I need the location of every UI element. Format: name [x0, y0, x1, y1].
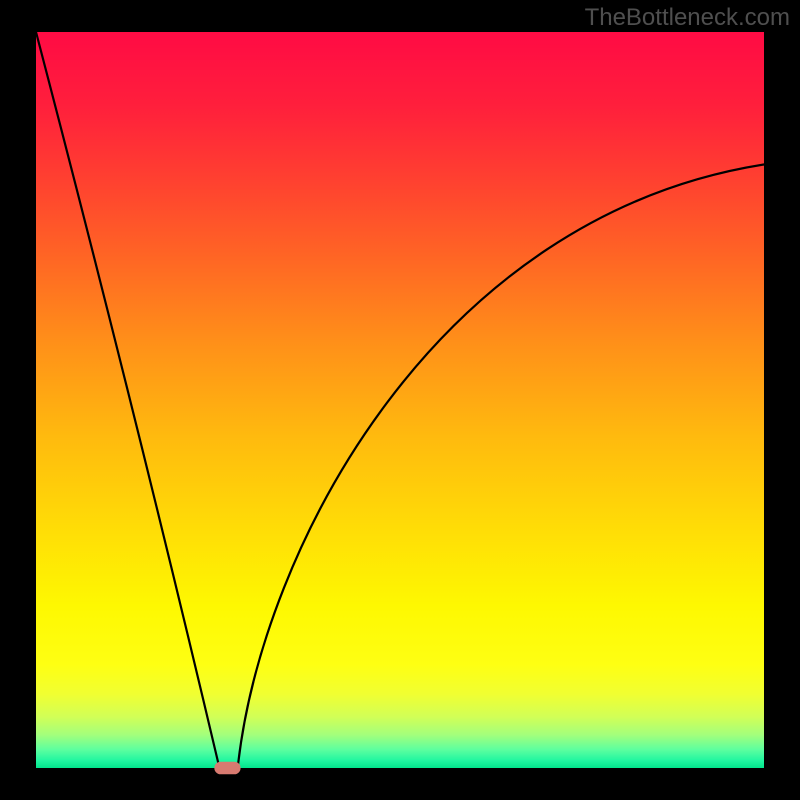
plot-background: [36, 32, 764, 768]
chart-stage: TheBottleneck.com: [0, 0, 800, 800]
watermark-text: TheBottleneck.com: [585, 4, 790, 32]
vertex-marker: [214, 762, 240, 775]
bottleneck-chart: [0, 0, 800, 800]
